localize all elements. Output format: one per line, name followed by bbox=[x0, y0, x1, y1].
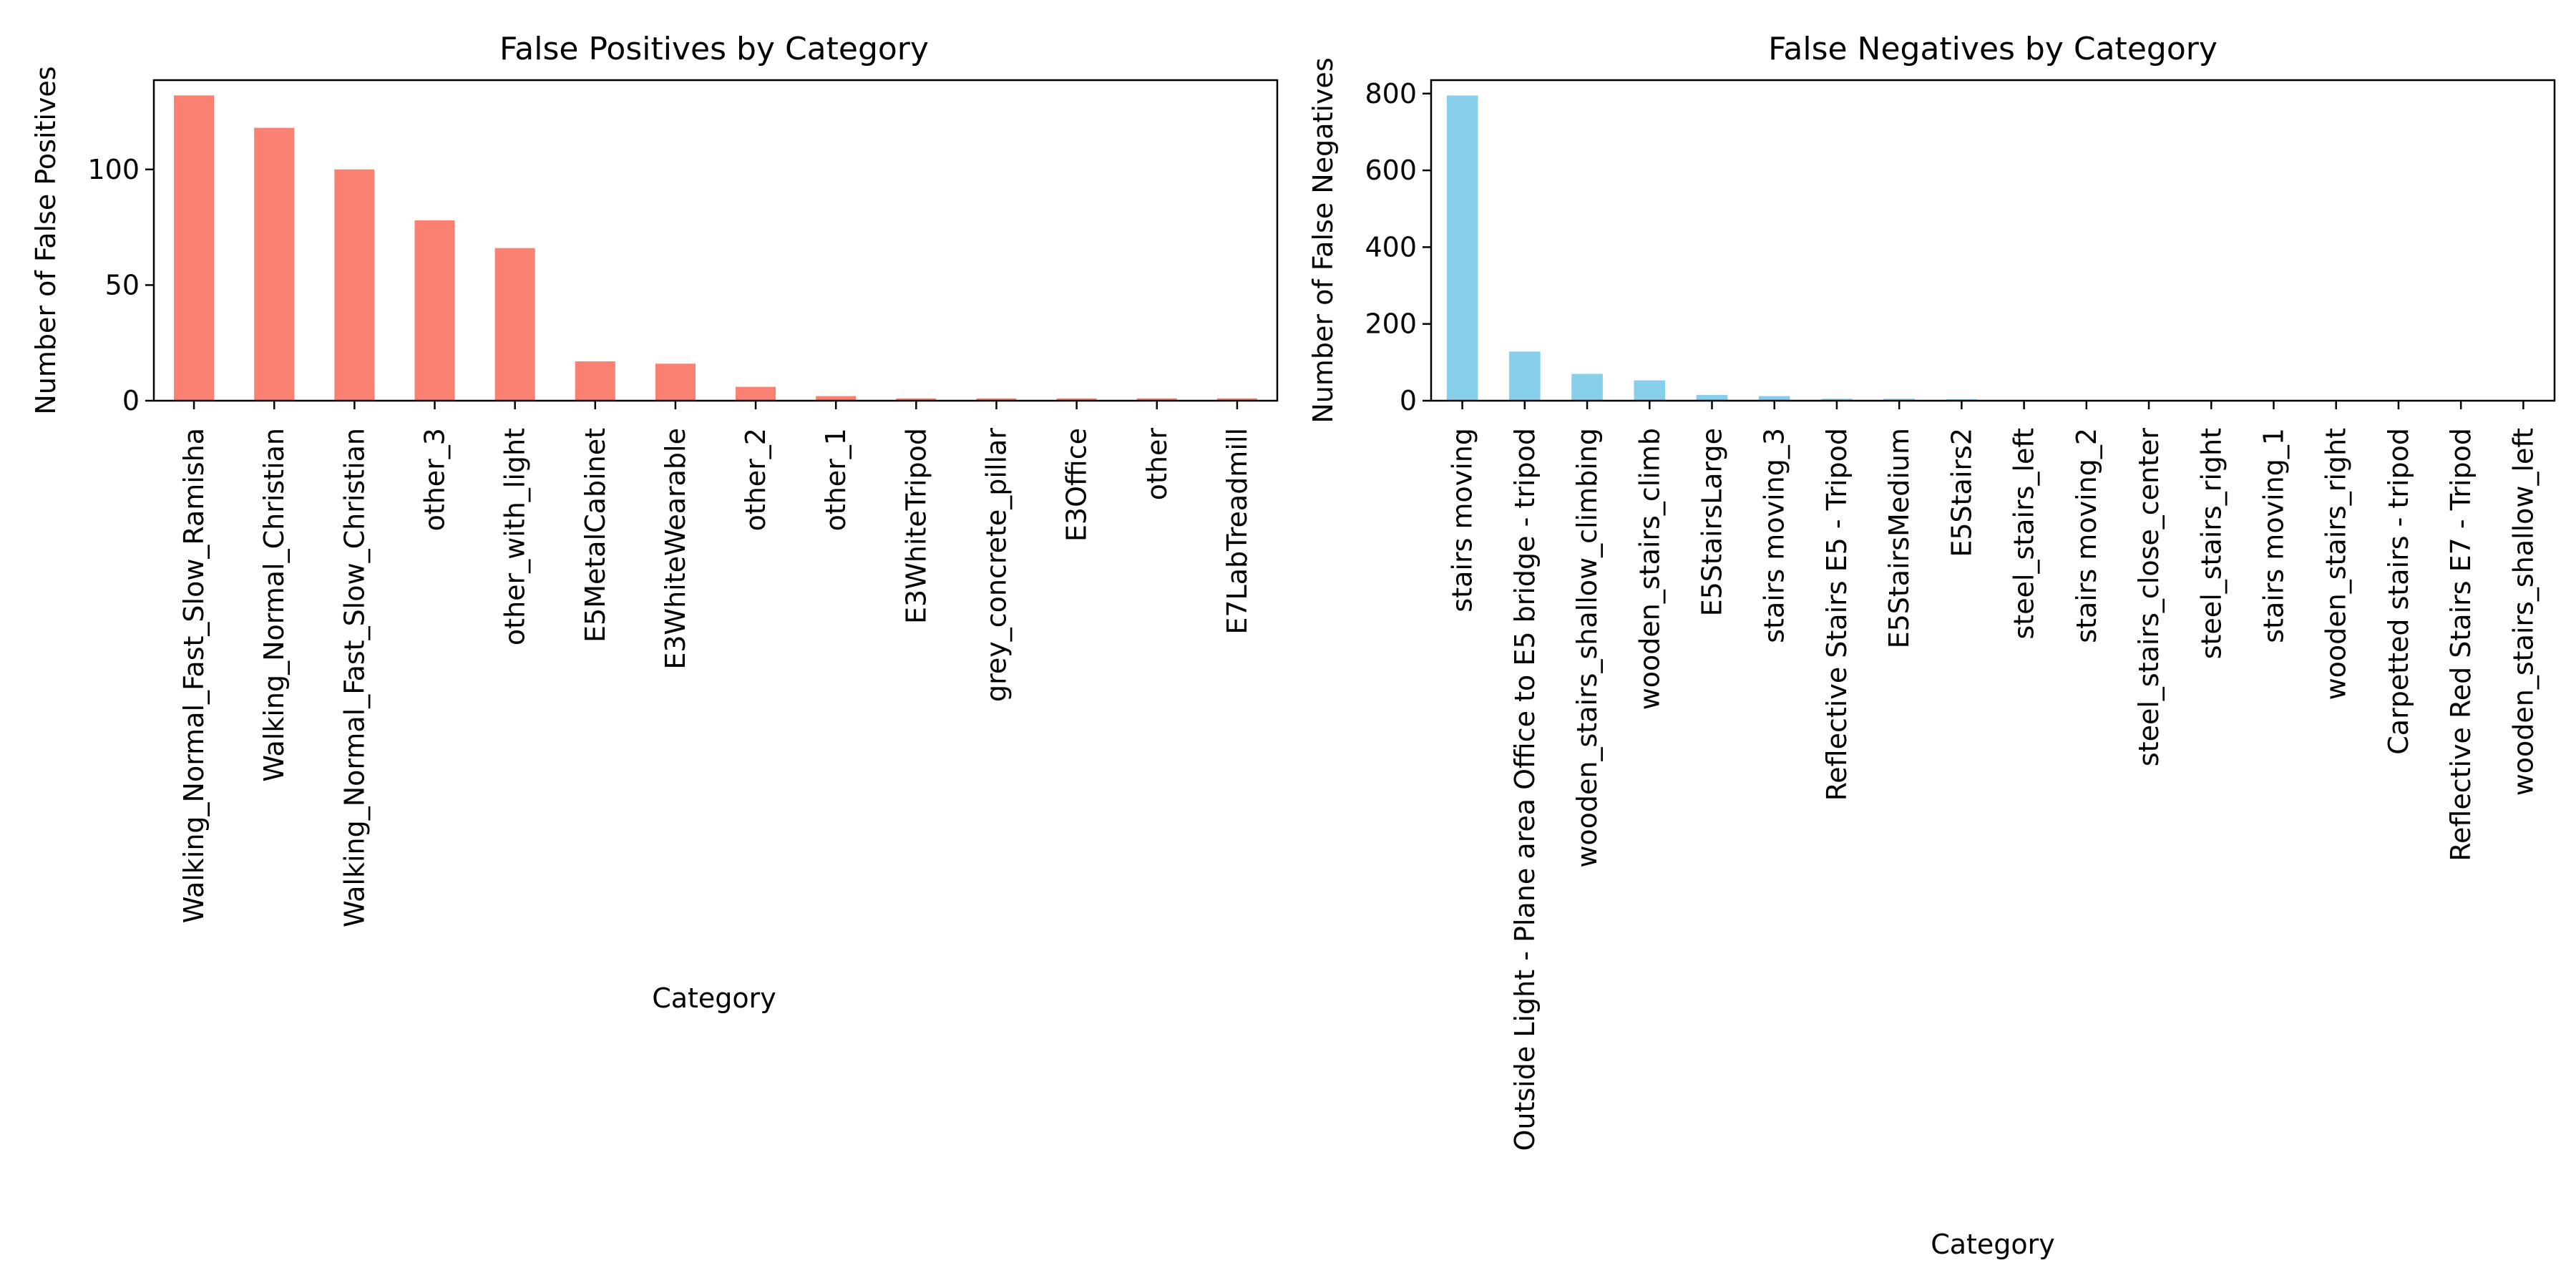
x-tick-label: E5MetalCabinet bbox=[580, 428, 611, 643]
bar bbox=[414, 220, 455, 401]
y-tick-label: 0 bbox=[1400, 385, 1417, 416]
chart-title: False Negatives by Category bbox=[1768, 31, 2218, 67]
x-tick-label: E3WhiteWearable bbox=[660, 428, 691, 670]
x-tick-label: other bbox=[1141, 428, 1173, 501]
x-tick-label: steel_stairs_right bbox=[2195, 428, 2227, 659]
x-tick-label: E3WhiteTripod bbox=[900, 428, 932, 624]
x-tick-label: stairs moving bbox=[1447, 428, 1478, 613]
x-tick-label: Reflective Red Stairs E7 - Tripod bbox=[2445, 428, 2477, 862]
y-tick-label: 0 bbox=[122, 385, 140, 416]
bar bbox=[1509, 351, 1541, 401]
bar bbox=[1696, 394, 1728, 401]
x-tick-label: steel_stairs_close_center bbox=[2133, 428, 2165, 766]
y-axis-ticks: 0 200 400 600 800 bbox=[1365, 78, 1431, 416]
bar bbox=[1136, 398, 1177, 401]
y-tick-label: 800 bbox=[1365, 78, 1417, 109]
x-tick-label: Reflective Stairs E5 - Tripod bbox=[1821, 428, 1853, 801]
x-tick-label: Carpetted stairs - tripod bbox=[2383, 428, 2414, 755]
false-positives-chart: False Positives by Category 0 50 100 Walki… bbox=[30, 31, 1279, 1014]
bar bbox=[1446, 95, 1478, 401]
x-tick-label: grey_concrete_pillar bbox=[981, 428, 1013, 702]
y-tick-label: 400 bbox=[1365, 231, 1417, 263]
x-tick-label: E7LabTreadmill bbox=[1221, 428, 1253, 635]
x-tick-label: wooden_stairs_climb bbox=[1634, 428, 1665, 710]
false-negatives-chart: False Negatives by Category 0 200 400 600 80… bbox=[1307, 31, 2556, 1260]
x-tick-label: other_3 bbox=[419, 428, 451, 531]
y-tick-label: 200 bbox=[1365, 308, 1417, 340]
y-tick-label: 600 bbox=[1365, 155, 1417, 186]
bar bbox=[494, 248, 535, 401]
bar bbox=[334, 169, 375, 401]
x-tick-label: Walking_Normal_Fast_Slow_Christian bbox=[338, 428, 370, 927]
chart-title: False Positives by Category bbox=[499, 31, 929, 67]
y-axis-label: Number of False Negatives bbox=[1307, 57, 1339, 423]
x-tick-label: Outside Light - Plane area Office to E5 … bbox=[1509, 428, 1541, 1151]
bar bbox=[1571, 374, 1603, 401]
bars bbox=[174, 95, 1257, 401]
bar bbox=[575, 361, 615, 401]
bar bbox=[174, 95, 215, 401]
y-tick-label: 50 bbox=[105, 269, 140, 301]
y-axis-label: Number of False Positives bbox=[30, 66, 62, 414]
bar bbox=[1758, 396, 1790, 401]
y-axis-ticks: 0 50 100 bbox=[87, 154, 154, 416]
bar bbox=[736, 386, 776, 401]
plot-frame bbox=[1430, 79, 2556, 402]
x-tick-label: E3Office bbox=[1061, 428, 1093, 542]
bar bbox=[1056, 398, 1097, 401]
x-axis-ticks: stairs moving Outside Light - Plane area … bbox=[1447, 401, 2539, 1151]
x-tick-label: other_1 bbox=[820, 428, 852, 531]
x-axis-label: Category bbox=[652, 982, 776, 1014]
bar bbox=[1883, 399, 1915, 401]
x-tick-label: other_2 bbox=[740, 428, 771, 531]
bar bbox=[816, 396, 857, 401]
plot-frame bbox=[152, 79, 1279, 402]
x-tick-label: wooden_stairs_right bbox=[2321, 428, 2352, 700]
bar bbox=[1216, 398, 1257, 401]
x-tick-label: stairs moving_3 bbox=[1759, 428, 1790, 643]
x-tick-label: wooden_stairs_shallow_left bbox=[2507, 428, 2539, 796]
x-tick-label: E5StairsLarge bbox=[1697, 428, 1728, 616]
x-axis-ticks: Walking_Normal_Fast_Slow_Ramisha Walking_… bbox=[178, 401, 1253, 927]
x-tick-label: wooden_stairs_shallow_climbing bbox=[1571, 428, 1603, 868]
x-tick-label: steel_stairs_left bbox=[2009, 428, 2040, 640]
x-axis-label: Category bbox=[1931, 1229, 2055, 1260]
bar bbox=[1634, 380, 1666, 401]
x-tick-label: stairs moving_2 bbox=[2071, 428, 2102, 643]
bar bbox=[254, 127, 295, 401]
x-tick-label: Walking_Normal_Christian bbox=[258, 428, 290, 782]
x-tick-label: stairs moving_1 bbox=[2258, 428, 2290, 643]
x-tick-label: other_with_light bbox=[499, 428, 531, 645]
x-tick-label: E5StairsMedium bbox=[1883, 428, 1915, 648]
y-tick-label: 100 bbox=[87, 154, 140, 185]
bar bbox=[655, 364, 696, 401]
bar bbox=[1821, 399, 1853, 401]
x-tick-label: E5Stairs2 bbox=[1946, 428, 1977, 557]
x-tick-label: Walking_Normal_Fast_Slow_Ramisha bbox=[178, 428, 210, 923]
bar bbox=[976, 398, 1017, 401]
bar bbox=[896, 398, 937, 401]
